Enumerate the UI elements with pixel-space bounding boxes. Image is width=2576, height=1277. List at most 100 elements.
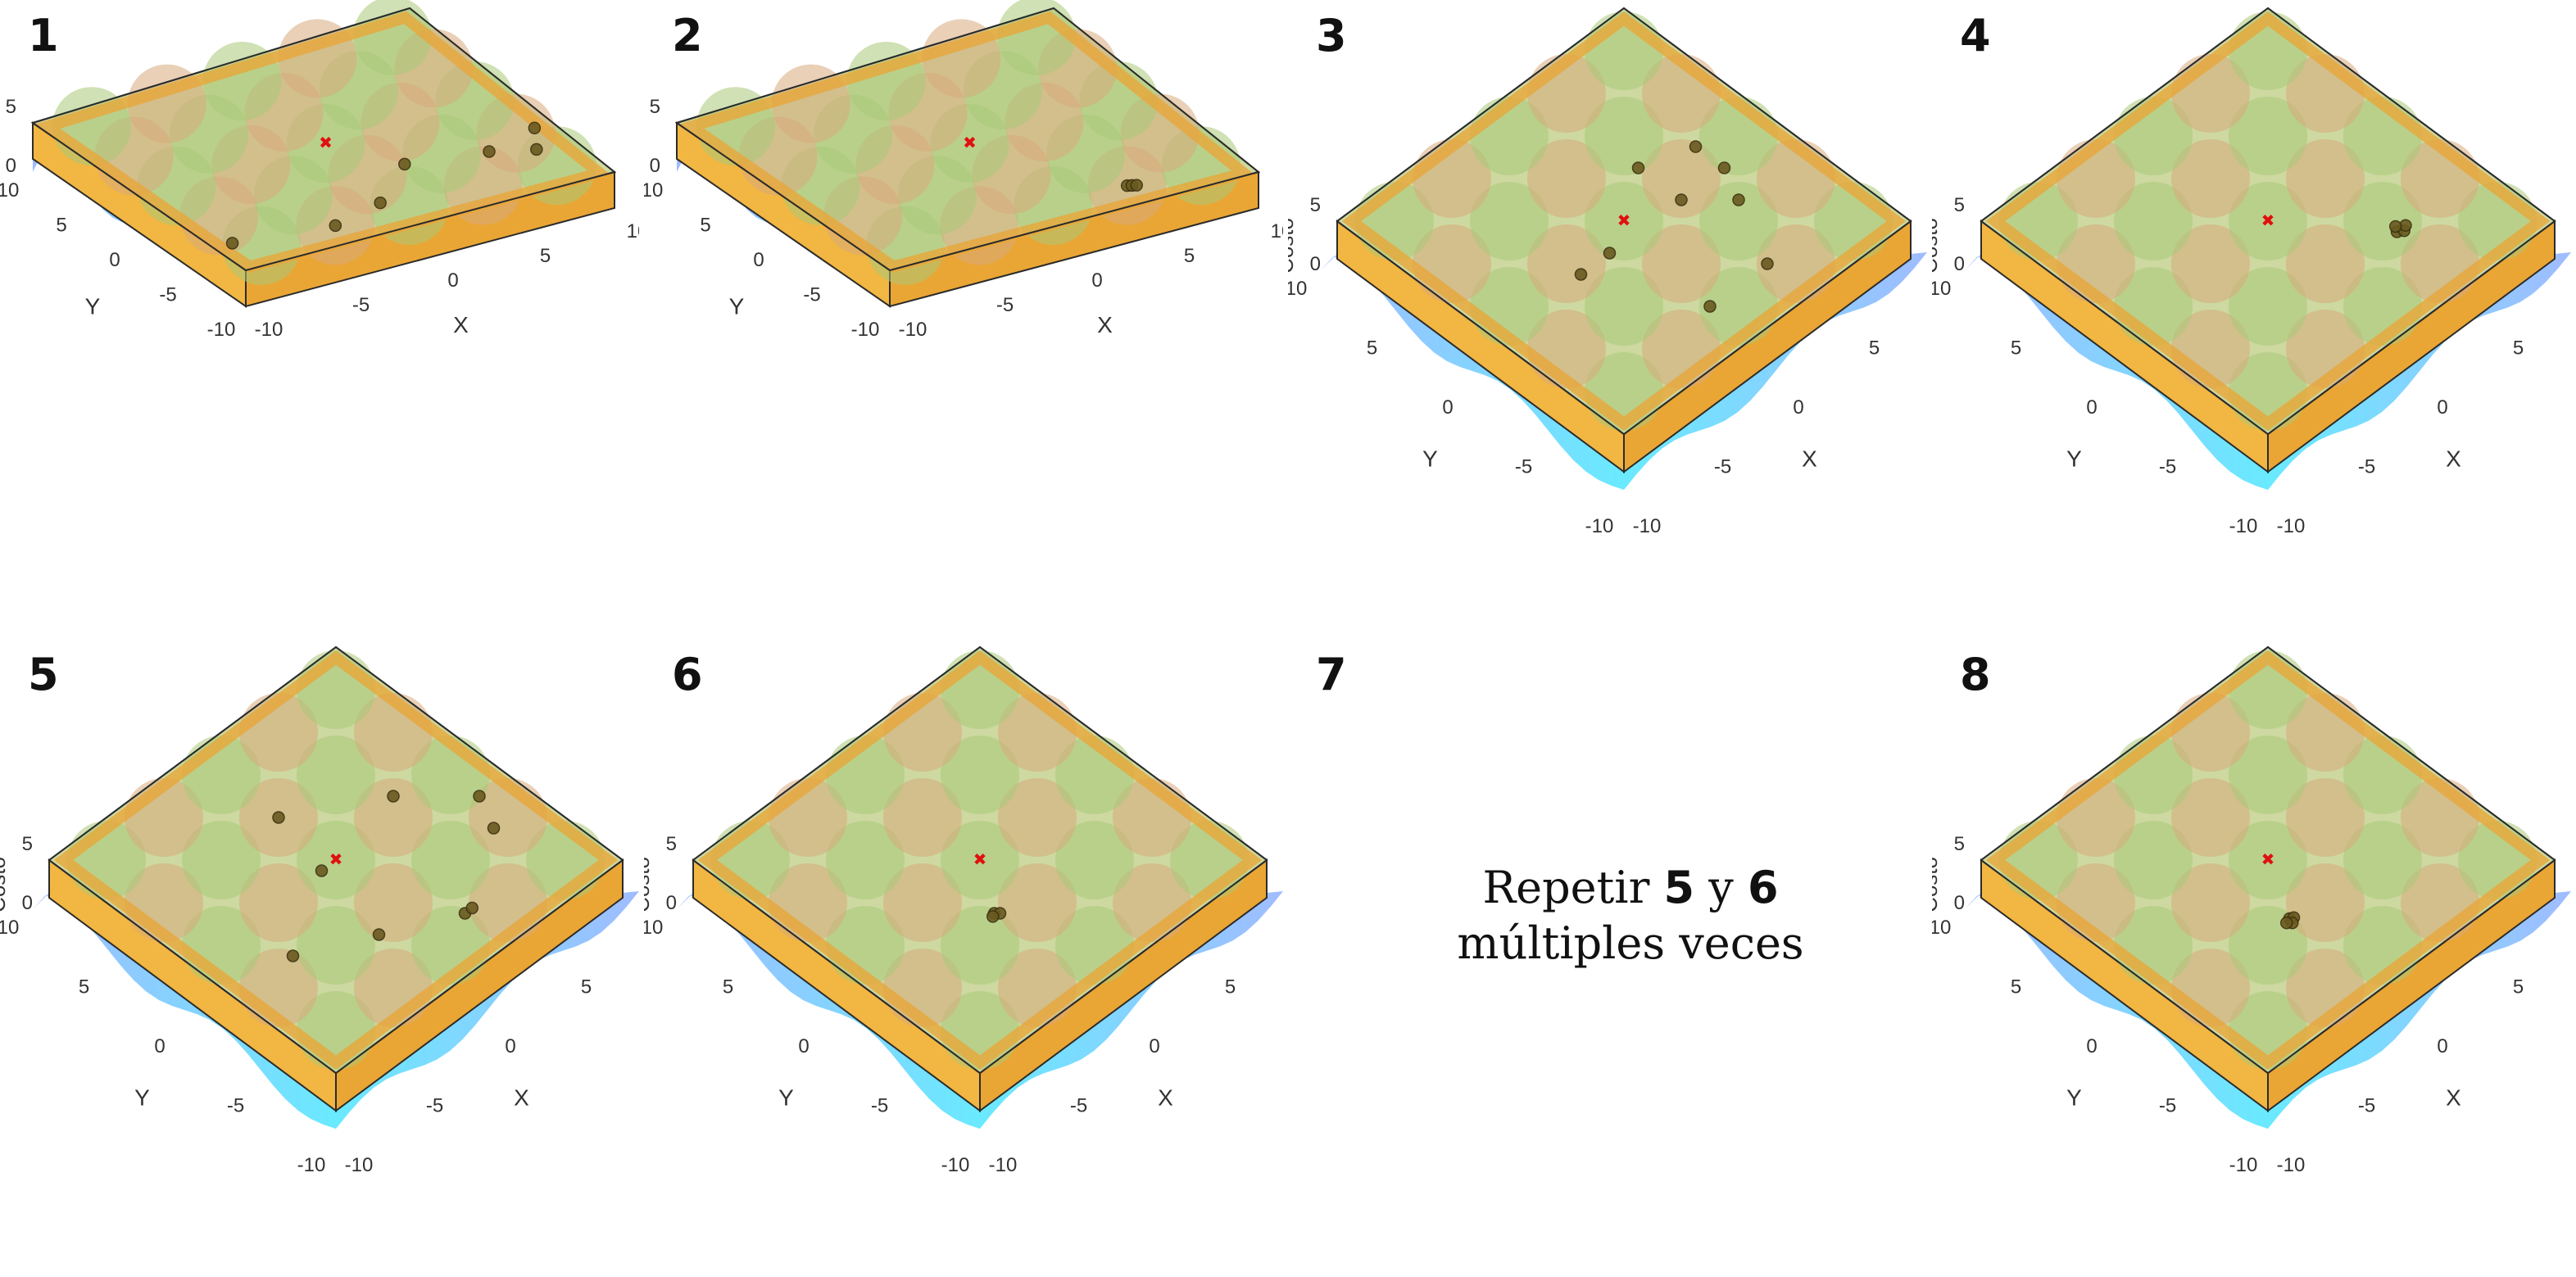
optimum-marker: ✖ (2261, 211, 2275, 230)
y-tick-label: 10 (1288, 278, 1307, 300)
y-tick-label: -5 (2159, 456, 2176, 478)
z-tick-label: 5 (666, 833, 677, 855)
particle-point (1689, 140, 1703, 153)
surface-blob (1055, 821, 1134, 899)
y-axis-label: Y (2066, 1085, 2082, 1111)
z-tick-label: 0 (22, 892, 33, 914)
slab-rim (34, 11, 613, 274)
z-axis-label: Costo (1932, 857, 1942, 912)
particle-point (387, 790, 400, 803)
surface-blob (2114, 821, 2193, 899)
y-axis-label: Y (2066, 446, 2082, 472)
z-tick-label: 5 (650, 96, 660, 118)
particle-point (374, 196, 387, 210)
y-axis-label: Y (729, 294, 745, 319)
slab-edge (1980, 645, 2556, 1075)
surface-blob (1585, 97, 1663, 175)
z-tick-label: 5 (22, 833, 33, 855)
x-tick-label: 10 (1271, 220, 1283, 242)
surface-blob (354, 778, 433, 857)
panel-number: 4 (1960, 10, 1991, 61)
z-tick-label: 0 (666, 892, 677, 914)
x-tick-label: -10 (345, 1154, 374, 1176)
particle-point (528, 121, 542, 135)
y-tick-label: 10 (1932, 917, 1951, 939)
z-tick-label: 5 (1954, 833, 1965, 855)
y-tick-label: 10 (1932, 278, 1951, 300)
surface-blob (297, 821, 375, 899)
y-tick-label: 5 (56, 215, 66, 237)
x-tick-label: 5 (1225, 976, 1236, 999)
y-tick-label: -10 (207, 319, 236, 341)
x-axis-label: X (1097, 312, 1113, 337)
x-axis-label: X (1158, 1085, 1173, 1111)
slab-rim (1985, 11, 2551, 431)
particle-point (315, 864, 329, 877)
surface-blob (2171, 139, 2250, 218)
surface-blob (2171, 778, 2250, 857)
z-axis-label: Costo (0, 857, 10, 912)
y-tick-label: -5 (803, 284, 820, 306)
particle-point (487, 822, 501, 835)
slab-rim (697, 650, 1263, 1070)
y-tick-label: 10 (644, 179, 663, 202)
particle-point (1574, 268, 1588, 281)
particle-point (1703, 300, 1717, 313)
x-tick-label: -10 (2277, 515, 2306, 537)
surface-blob (297, 736, 375, 814)
slab-edge (1336, 7, 1912, 436)
x-tick-label: 5 (2513, 337, 2524, 360)
surface-blob (2114, 182, 2193, 260)
x-axis-label: X (514, 1085, 529, 1111)
x-tick-label: -5 (352, 294, 370, 316)
surface-blob (1699, 182, 1778, 260)
surface-blob (239, 863, 318, 942)
surface-blob (1527, 139, 1606, 218)
y-tick-label: 10 (644, 917, 663, 939)
surface-blob (2229, 821, 2307, 899)
y-tick-label: -10 (1585, 515, 1614, 537)
surface-blob (182, 821, 261, 899)
x-tick-label: 5 (1184, 245, 1195, 267)
slab-rim (1341, 11, 1907, 431)
z-tick-label: 0 (1954, 892, 1965, 914)
panel-number: 1 (28, 10, 59, 61)
particle-point (465, 901, 478, 915)
z-tick-label: 5 (6, 96, 16, 118)
x-tick-label: 0 (1091, 269, 1102, 292)
y-tick-label: 0 (2086, 396, 2097, 419)
x-axis-label: X (453, 312, 469, 337)
panel-number: 7 (1316, 649, 1347, 700)
slab-rim (678, 11, 1257, 274)
note-step-6: 6 (1747, 862, 1779, 913)
x-tick-label: 0 (505, 1035, 515, 1057)
y-axis-label: Y (85, 294, 101, 319)
surface-blob (941, 736, 1019, 814)
y-tick-label: -5 (1515, 456, 1532, 478)
x-tick-label: 5 (540, 245, 551, 267)
z-axis-label: Costo (1932, 218, 1942, 274)
surface-blob (997, 0, 1077, 75)
z-axis-label: Costo (644, 857, 654, 912)
slab-edge (674, 7, 1261, 272)
y-tick-label: -5 (2159, 1095, 2176, 1117)
z-tick-label: 5 (1954, 194, 1965, 216)
x-tick-label: -5 (1070, 1095, 1087, 1117)
surface-blob (411, 821, 490, 899)
surface-blob (941, 906, 1019, 985)
slab-rim (1985, 650, 2551, 1070)
surface-blob (2286, 139, 2365, 218)
y-axis-label: Y (1422, 446, 1438, 472)
x-tick-label: 0 (2437, 396, 2447, 419)
surface-blob (2229, 736, 2307, 814)
x-axis-label: X (1802, 446, 1817, 472)
y-tick-label: 5 (1367, 337, 1377, 360)
x-tick-label: -10 (255, 319, 283, 341)
